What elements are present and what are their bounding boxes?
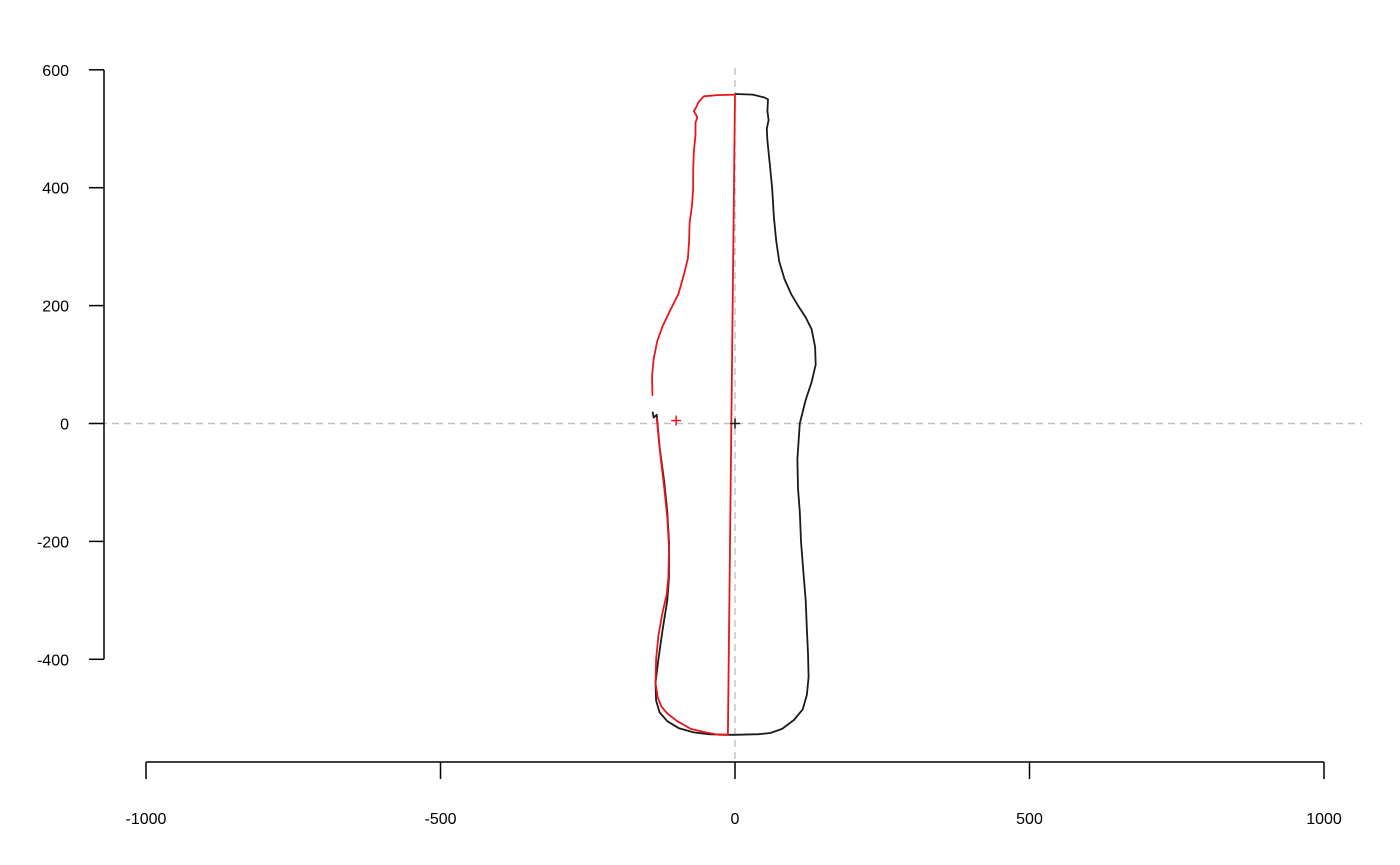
y-tick-label: 600 [42,63,69,80]
series-layer [651,93,817,736]
centroid-marker-2 [671,415,682,426]
x-tick-label: -1000 [126,811,167,828]
y-axis: -400 -200 0 200 400 600 [37,63,105,669]
y-tick-label: 200 [42,299,69,316]
centroid-markers [671,415,740,429]
centroid-marker-1 [730,418,740,429]
reference-lines [88,68,1362,762]
x-tick-label: 0 [731,811,740,828]
series-line-1 [651,93,817,736]
x-tick-label: 1000 [1306,811,1342,828]
y-tick-label: 400 [42,181,69,198]
y-tick-label: -400 [37,652,69,669]
y-tick-label: -200 [37,534,69,551]
series-line-2 [651,93,736,736]
x-tick-label: 500 [1016,811,1043,828]
x-tick-label: -500 [424,811,456,828]
y-tick-label: 0 [60,417,69,434]
x-axis: -1000 -500 0 500 1000 [126,761,1342,828]
